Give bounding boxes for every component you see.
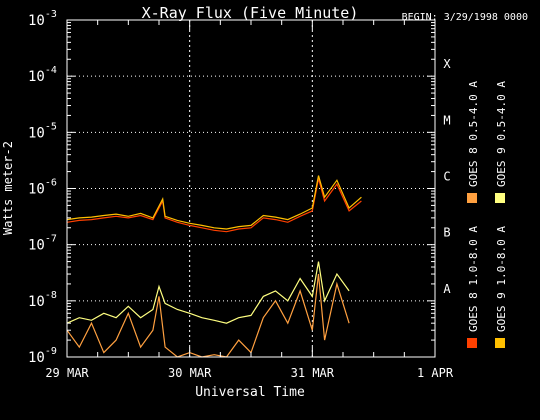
chart-title: X-Ray Flux (Five Minute) <box>142 4 359 22</box>
x-tick-label: 31 MAR <box>291 366 335 380</box>
y-tick-label: 10-6 <box>28 178 57 198</box>
begin-label: BEGIN: 3/29/1998 0000 <box>402 12 528 23</box>
y-tick-exponent: -5 <box>45 121 57 132</box>
y-tick-base: 10 <box>28 125 45 141</box>
x-axis-ticks: 29 MAR 30 MAR 31 MAR 1 APR <box>45 20 454 380</box>
y-tick-exponent: -9 <box>45 346 57 357</box>
series-line <box>66 261 350 324</box>
flare-class-label: M <box>443 113 450 127</box>
y-tick-label: 10-8 <box>28 290 57 310</box>
series-line <box>66 273 350 358</box>
y-tick-exponent: -3 <box>45 9 57 20</box>
flare-class-label: A <box>443 282 451 296</box>
legend-swatch <box>467 338 477 348</box>
y-tick-base: 10 <box>28 182 45 198</box>
x-tick-label: 30 MAR <box>168 366 212 380</box>
flare-class-label: B <box>443 226 450 240</box>
y-tick-exponent: -6 <box>45 178 57 189</box>
series-layer <box>66 175 362 358</box>
y-tick-base: 10 <box>28 13 45 29</box>
y-tick-base: 10 <box>28 69 45 85</box>
x-tick-label: 29 MAR <box>45 366 89 380</box>
x-axis-label: Universal Time <box>195 385 305 400</box>
y-tick-base: 10 <box>28 238 45 254</box>
legend-swatch <box>495 338 505 348</box>
flare-class-label: X <box>443 57 451 71</box>
y-tick-exponent: -7 <box>45 234 57 245</box>
legend-label: GOES 8 1.0-8.0 A <box>467 226 480 332</box>
legend-label: GOES 9 1.0-8.0 A <box>495 226 508 332</box>
legend-swatch <box>467 193 477 203</box>
y-tick-label: 10-3 <box>28 9 57 29</box>
legend-swatch <box>495 193 505 203</box>
series-line <box>66 175 362 230</box>
y-tick-base: 10 <box>28 294 45 310</box>
y-tick-label: 10-9 <box>28 346 57 366</box>
legend: GOES 8 1.0-8.0 A GOES 8 0.5-4.0 A GOES 9 1… <box>467 81 508 348</box>
y-tick-base: 10 <box>28 350 45 366</box>
legend-label: GOES 8 0.5-4.0 A <box>467 81 480 187</box>
y-axis-label: Watts meter-2 <box>1 141 15 235</box>
y-tick-label: 10-7 <box>28 234 57 254</box>
y-tick-exponent: -4 <box>45 65 57 76</box>
legend-label: GOES 9 0.5-4.0 A <box>495 81 508 187</box>
flare-class-labels: A B C M X <box>443 57 451 296</box>
y-axis-ticks: 10-910-810-710-610-510-410-3 <box>28 9 435 366</box>
flare-class-label: C <box>443 170 450 184</box>
y-tick-label: 10-5 <box>28 121 57 141</box>
y-tick-label: 10-4 <box>28 65 57 85</box>
x-tick-label: 1 APR <box>417 366 454 380</box>
y-tick-exponent: -8 <box>45 290 57 301</box>
grid <box>67 20 435 357</box>
